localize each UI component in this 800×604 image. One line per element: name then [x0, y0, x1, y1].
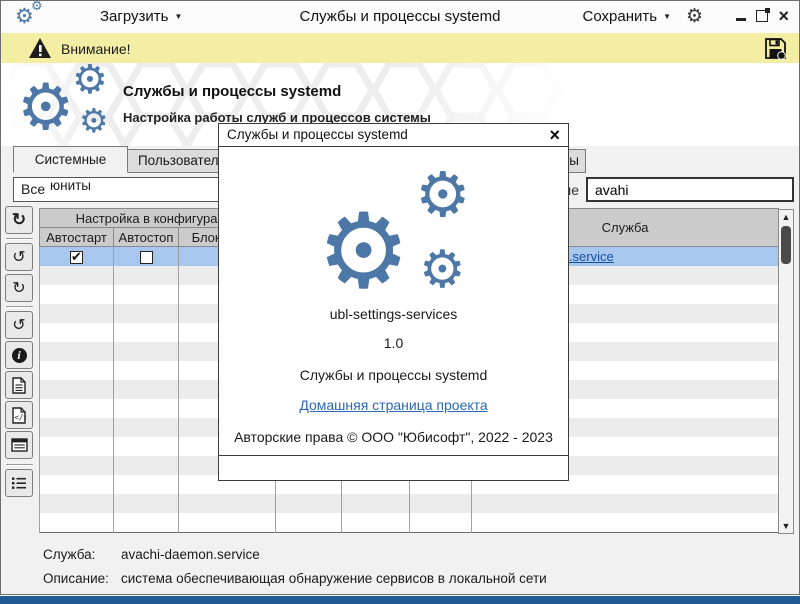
- dialog-copyright: Авторские права © ООО "Юбисофт", 2022 - …: [234, 429, 553, 445]
- taskbar-strip: [0, 596, 800, 604]
- warning-bar: Внимание!: [1, 33, 799, 64]
- dialog-app-description: Службы и процессы systemd: [299, 367, 488, 383]
- app-gears-logo: ⚙ ⚙ ⚙: [17, 63, 109, 145]
- list-icon: [12, 477, 26, 489]
- redo-button[interactable]: ↻: [5, 274, 33, 302]
- project-homepage-link[interactable]: Домашняя страница проекта: [299, 397, 488, 413]
- dialog-version: 1.0: [383, 335, 404, 351]
- redo-icon: ↻: [12, 280, 26, 297]
- restore-button[interactable]: [756, 8, 771, 22]
- info-icon: i: [11, 347, 27, 363]
- settings-gear-icon[interactable]: ⚙: [685, 5, 703, 27]
- chevron-down-icon: ▼: [663, 12, 671, 21]
- unit-file-button[interactable]: [5, 371, 33, 399]
- group-header-config[interactable]: Настройка в конфигурации: [38, 208, 277, 228]
- table-scrollbar[interactable]: ▲ ▼: [778, 209, 794, 534]
- file-code-icon: </>: [12, 406, 26, 424]
- journal-button[interactable]: [5, 431, 33, 459]
- load-menu-button[interactable]: Загрузить ▼: [100, 8, 183, 25]
- dialog-title: Службы и процессы systemd: [227, 127, 408, 142]
- history-icon: ↺: [12, 249, 26, 266]
- journal-icon: [10, 438, 28, 452]
- history-restore-button[interactable]: ↺: [5, 243, 33, 271]
- chevron-down-icon: ▼: [174, 12, 183, 21]
- description-detail-label: Описание:: [43, 571, 109, 586]
- table-row[interactable]: [39, 494, 779, 513]
- undo-icon: ↺: [12, 317, 26, 334]
- description-detail-value: система обеспечивающая обнаружение серви…: [121, 571, 547, 586]
- scrollbar-thumb[interactable]: [781, 226, 791, 264]
- dialog-footer: [219, 455, 568, 480]
- page-subtitle: Настройка работы служб и процессов систе…: [123, 110, 431, 125]
- service-detail-label: Служба:: [43, 547, 96, 562]
- autostart-checkbox[interactable]: [70, 249, 83, 265]
- autostop-checkbox[interactable]: [139, 251, 153, 265]
- warning-text: Внимание!: [61, 41, 131, 57]
- undo-button[interactable]: ↺: [5, 311, 33, 339]
- scroll-down-icon[interactable]: ▼: [779, 519, 793, 533]
- app-logo-icon: ⚙ ⚙: [15, 0, 43, 28]
- column-header-autostart[interactable]: Автостарт: [39, 227, 114, 247]
- save-config-icon[interactable]: [764, 37, 787, 65]
- header-banner: ⚙ ⚙ ⚙ Службы и процессы systemd Настройка …: [1, 63, 799, 146]
- minimize-button[interactable]: [736, 17, 747, 21]
- file-icon: [12, 376, 26, 394]
- search-input[interactable]: [586, 177, 794, 202]
- refresh-button[interactable]: ↻: [5, 206, 33, 234]
- info-button[interactable]: i: [5, 341, 33, 369]
- svg-text:</>: </>: [14, 413, 26, 422]
- dialog-app-name: ubl-settings-services: [329, 306, 458, 322]
- window-titlebar: Службы и процессы systemd ⚙ ⚙ Загрузить ▼ …: [1, 0, 799, 34]
- about-dialog: Службы и процессы systemd × ⚙ ⚙ ⚙ ubl-sett…: [218, 123, 569, 481]
- dialog-titlebar: Службы и процессы systemd ×: [219, 124, 568, 147]
- service-detail-value: avachi-daemon.service: [121, 547, 260, 562]
- scroll-up-icon[interactable]: ▲: [779, 210, 793, 224]
- list-button[interactable]: [5, 469, 33, 497]
- window-controls: ×: [736, 6, 789, 26]
- dialog-close-icon[interactable]: ×: [549, 125, 560, 145]
- refresh-icon: ↻: [11, 210, 27, 229]
- dialog-gears-logo: ⚙ ⚙ ⚙: [317, 158, 471, 312]
- warning-icon: [28, 37, 52, 64]
- table-row[interactable]: [39, 513, 779, 533]
- tab-system-units[interactable]: Системные юниты: [13, 146, 128, 193]
- unit-source-button[interactable]: </>: [5, 401, 33, 429]
- save-menu-button[interactable]: Сохранить ▼: [582, 8, 671, 25]
- page-title: Службы и процессы systemd: [123, 83, 342, 100]
- column-header-autostop[interactable]: Автостоп: [113, 227, 179, 247]
- close-button[interactable]: ×: [778, 6, 789, 26]
